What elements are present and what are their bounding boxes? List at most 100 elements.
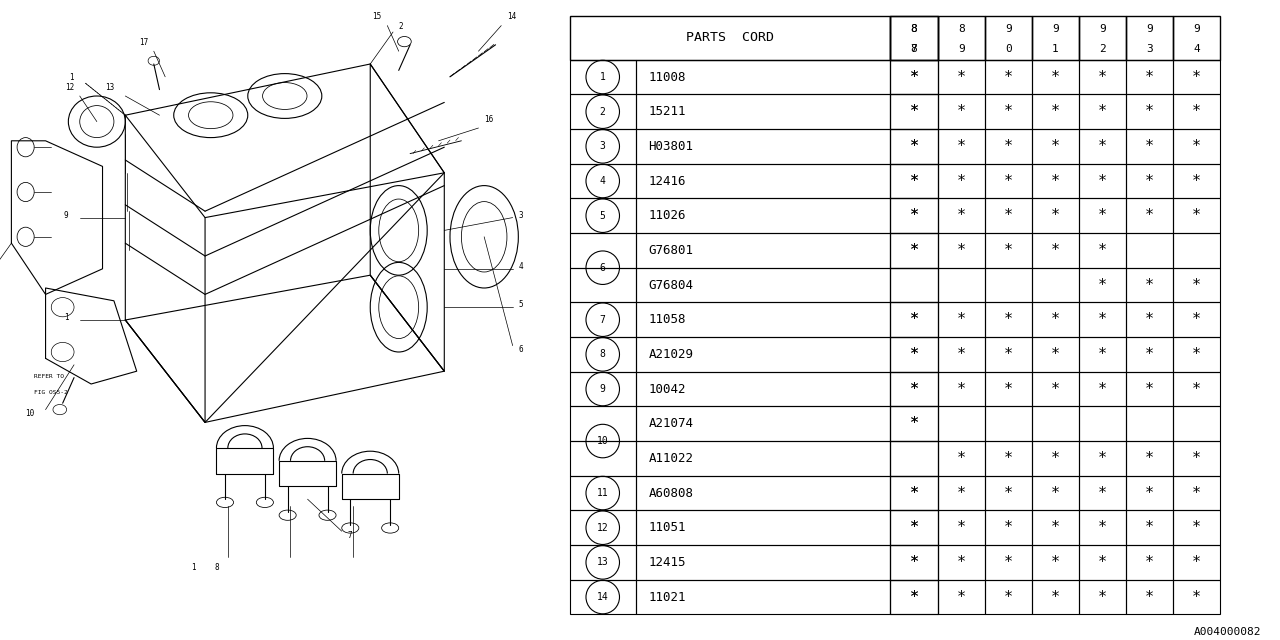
Bar: [891, 94, 937, 129]
Bar: [937, 476, 984, 510]
Bar: [891, 302, 937, 337]
Bar: [984, 510, 1032, 545]
Text: 8: 8: [910, 24, 918, 34]
Bar: [1079, 268, 1126, 302]
Text: 17: 17: [138, 38, 148, 47]
Text: *: *: [956, 208, 965, 223]
Bar: [891, 94, 937, 129]
Text: 10042: 10042: [649, 383, 686, 396]
Bar: [1126, 372, 1172, 406]
Text: 1: 1: [64, 313, 68, 322]
Bar: [1032, 60, 1079, 94]
Bar: [1032, 94, 1079, 129]
Bar: [937, 164, 984, 198]
Text: *: *: [910, 104, 919, 119]
Text: *: *: [1192, 381, 1201, 397]
Bar: [1079, 406, 1126, 441]
Bar: [1172, 406, 1220, 441]
Text: *: *: [910, 243, 919, 258]
Bar: [570, 372, 636, 406]
Text: 8: 8: [910, 24, 918, 34]
Text: 6: 6: [600, 262, 605, 273]
Bar: [891, 510, 937, 545]
Text: 6: 6: [518, 345, 524, 354]
Bar: [891, 372, 937, 406]
Text: *: *: [1144, 555, 1155, 570]
Bar: [891, 233, 937, 268]
Bar: [1126, 302, 1172, 337]
Text: *: *: [1004, 70, 1012, 84]
Text: *: *: [956, 70, 965, 84]
Text: *: *: [910, 381, 919, 397]
Bar: [636, 441, 891, 476]
Bar: [891, 198, 937, 233]
Bar: [1126, 198, 1172, 233]
Text: 1: 1: [69, 73, 74, 82]
Text: *: *: [1144, 589, 1155, 605]
Text: 9: 9: [600, 384, 605, 394]
Bar: [891, 545, 937, 580]
Text: 9: 9: [1052, 24, 1059, 34]
Text: *: *: [1192, 312, 1201, 327]
Text: *: *: [910, 70, 919, 84]
Bar: [636, 94, 891, 129]
Bar: [1126, 476, 1172, 510]
Bar: [636, 302, 891, 337]
Text: 3: 3: [1146, 44, 1153, 54]
Bar: [891, 164, 937, 198]
Text: 2: 2: [399, 22, 403, 31]
Text: *: *: [910, 70, 919, 84]
Text: *: *: [910, 347, 919, 362]
Bar: [570, 580, 636, 614]
Text: 1: 1: [1052, 44, 1059, 54]
Text: *: *: [910, 416, 919, 431]
Bar: [1079, 302, 1126, 337]
Text: *: *: [910, 173, 919, 189]
Bar: [1079, 164, 1126, 198]
Text: 12: 12: [65, 83, 74, 92]
Bar: [984, 94, 1032, 129]
Bar: [1126, 129, 1172, 164]
Text: *: *: [1051, 70, 1060, 84]
Bar: [1032, 476, 1079, 510]
Text: *: *: [1051, 104, 1060, 119]
Text: *: *: [910, 173, 919, 189]
Bar: [1032, 198, 1079, 233]
Bar: [891, 441, 937, 476]
Bar: [891, 476, 937, 510]
Text: 11058: 11058: [649, 313, 686, 326]
Text: 12416: 12416: [649, 175, 686, 188]
Text: *: *: [1098, 451, 1107, 466]
Bar: [570, 302, 636, 337]
Bar: [1079, 198, 1126, 233]
Bar: [937, 268, 984, 302]
Text: *: *: [956, 312, 965, 327]
Bar: [891, 406, 937, 441]
Text: *: *: [1004, 347, 1012, 362]
Text: 9: 9: [1193, 24, 1199, 34]
Bar: [1079, 60, 1126, 94]
Bar: [984, 302, 1032, 337]
Text: 11008: 11008: [649, 70, 686, 83]
Bar: [891, 60, 937, 94]
Text: *: *: [1004, 381, 1012, 397]
Bar: [570, 476, 636, 510]
Text: 10: 10: [596, 436, 608, 446]
Text: *: *: [1098, 243, 1107, 258]
Text: 1: 1: [191, 563, 196, 572]
Text: H03801: H03801: [649, 140, 694, 153]
Bar: [891, 16, 937, 60]
Text: *: *: [956, 173, 965, 189]
Bar: [636, 164, 891, 198]
Bar: [891, 580, 937, 614]
Bar: [937, 198, 984, 233]
Text: *: *: [956, 139, 965, 154]
Bar: [636, 337, 891, 372]
Bar: [937, 580, 984, 614]
Bar: [1172, 164, 1220, 198]
Text: A004000082: A004000082: [1193, 627, 1261, 637]
Bar: [1172, 302, 1220, 337]
Text: PARTS  CORD: PARTS CORD: [686, 31, 774, 44]
Text: *: *: [956, 243, 965, 258]
Bar: [570, 545, 636, 580]
